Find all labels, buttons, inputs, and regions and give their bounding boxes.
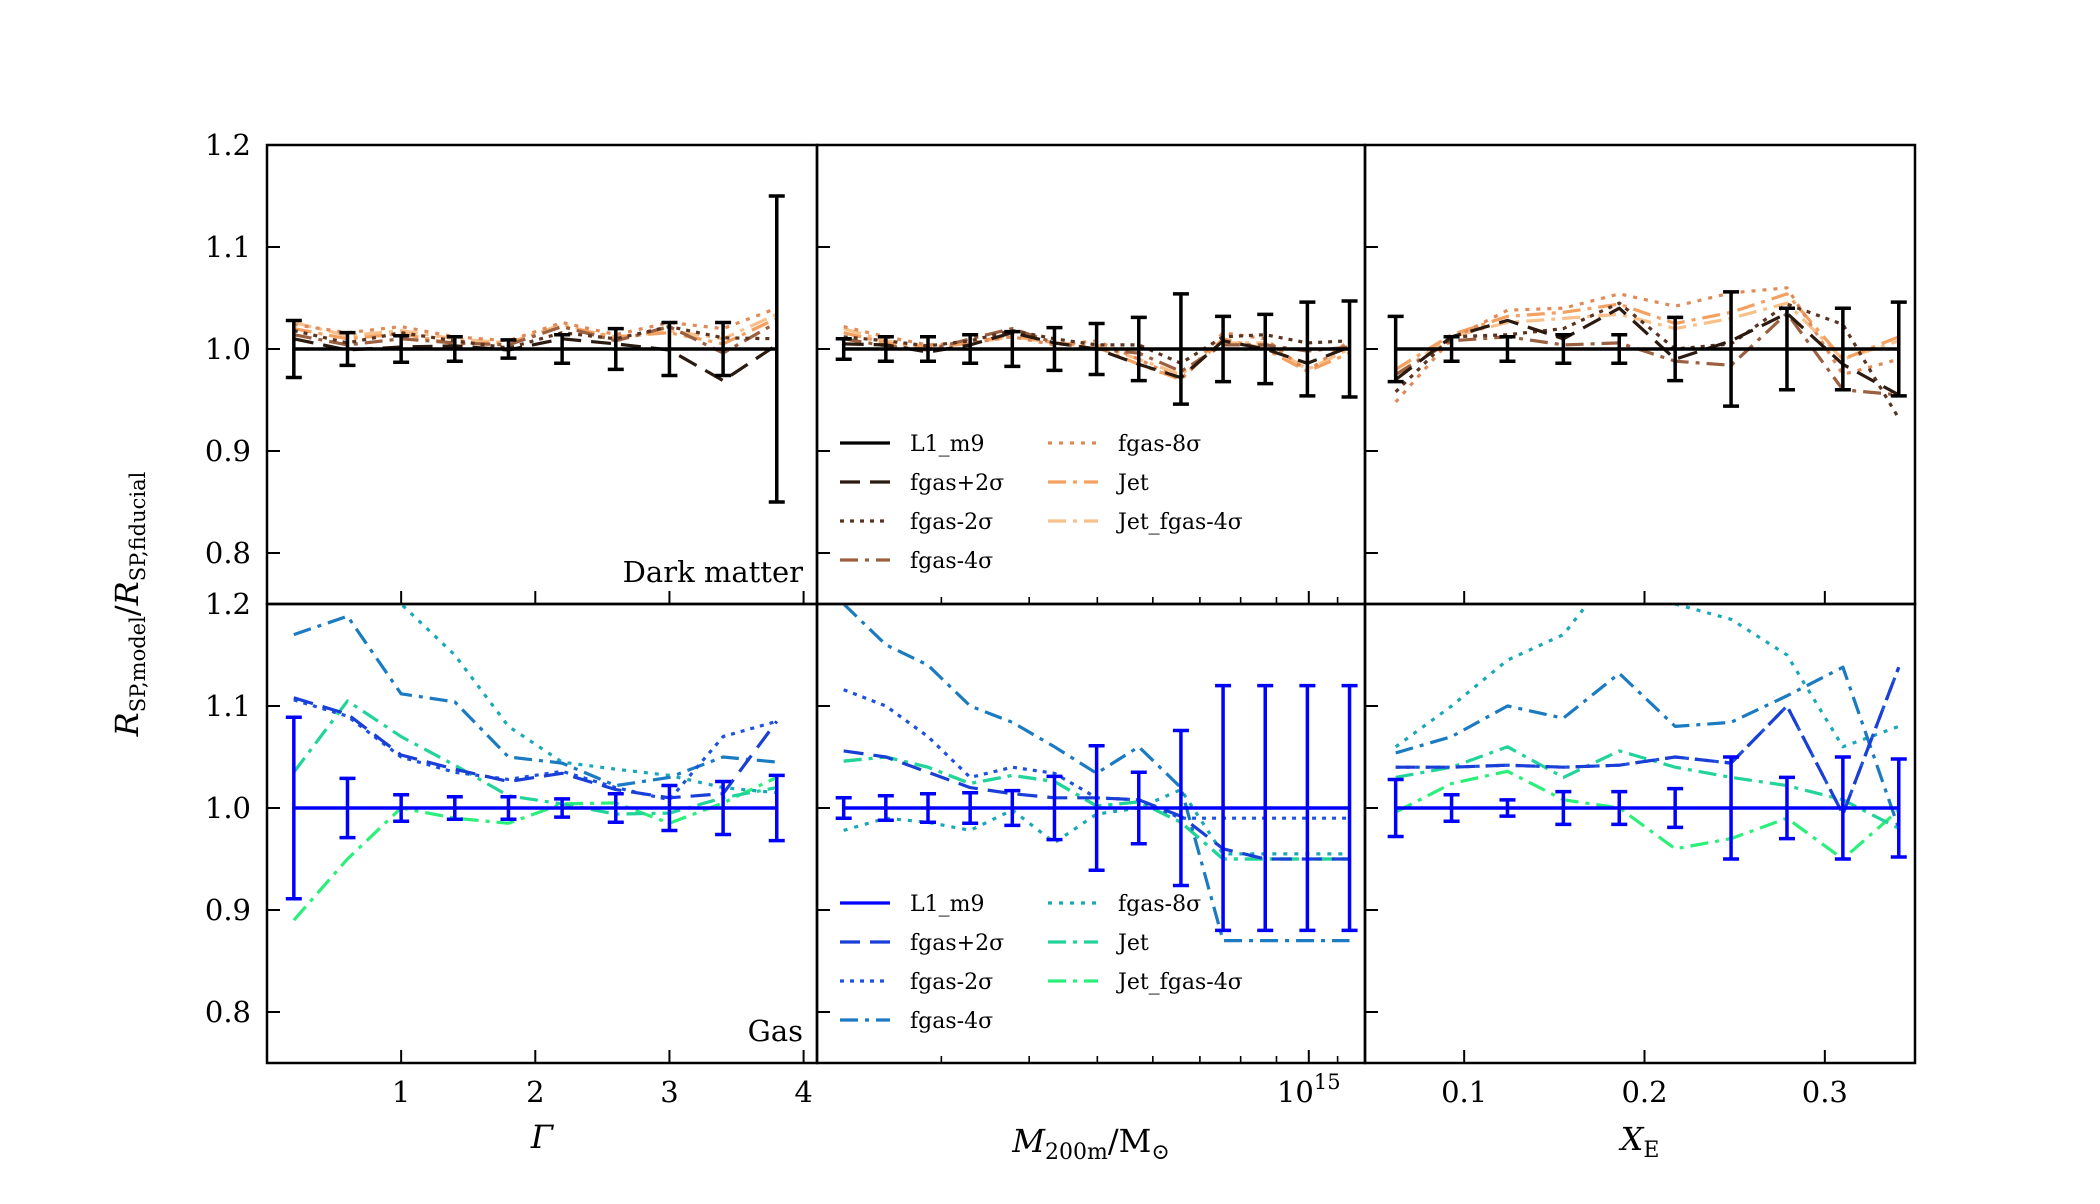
series-line-gas_xe-4 bbox=[1394, 604, 1900, 749]
ytick-label-0-0: 1.2 bbox=[205, 128, 251, 162]
series-line-gas_xe-2 bbox=[1395, 666, 1901, 816]
legend-label-1-6: Jet_fgas-4σ bbox=[1116, 970, 1243, 995]
series-line-gas_xe-5 bbox=[1395, 745, 1900, 830]
xlabel-mass: M200m/M⊙ bbox=[1011, 1122, 1170, 1165]
series-line-gas_mass-3 bbox=[842, 604, 1350, 943]
xtick-label-mass-0: 1015 bbox=[1277, 1070, 1341, 1109]
series-line-gas_xe-6 bbox=[1394, 769, 1900, 861]
panel-dm_xe bbox=[1387, 286, 1907, 420]
xtick-label-gamma-0: 1 bbox=[392, 1075, 410, 1109]
series-line-gas_xe-3 bbox=[1395, 665, 1901, 829]
series-line-gas_xe-1 bbox=[1395, 666, 1901, 816]
series-line-gas_gamma-6 bbox=[292, 775, 778, 922]
xtick-label-gamma-2: 3 bbox=[660, 1075, 678, 1109]
series-line-dm_xe-6 bbox=[1394, 301, 1900, 376]
series-line-dm_xe-5 bbox=[1394, 292, 1900, 371]
xtick-label-xe-0: 0.1 bbox=[1441, 1075, 1487, 1109]
panel-dm_mass bbox=[835, 292, 1358, 406]
panel-gas_xe bbox=[1387, 604, 1907, 861]
legend-label-1-3: fgas-4σ bbox=[910, 1009, 993, 1034]
xtick-label-xe-1: 0.2 bbox=[1621, 1075, 1667, 1109]
xtick-label-gamma-3: 4 bbox=[794, 1075, 812, 1109]
series-line-gas_gamma-1 bbox=[293, 696, 779, 800]
series-line-dm_gamma-4 bbox=[293, 306, 778, 343]
ytick-label-0-3: 0.9 bbox=[205, 434, 251, 468]
legend-label-1-5: Jet bbox=[1116, 931, 1149, 956]
ytick-label-1-2: 1.0 bbox=[205, 791, 251, 825]
panel-gas_gamma bbox=[285, 604, 785, 922]
legend-label-0-3: fgas-4σ bbox=[910, 549, 993, 574]
panel-frame-dm_xe bbox=[1363, 143, 1917, 606]
panel-label-gas: Gas bbox=[748, 1014, 803, 1048]
ytick-label-0-4: 0.8 bbox=[205, 536, 251, 570]
legend-label-1-4: fgas-8σ bbox=[1118, 892, 1201, 917]
series-line-dm_gamma-3 bbox=[293, 321, 778, 355]
xlabel-xe: XE bbox=[1618, 1120, 1660, 1163]
legend-label-0-4: fgas-8σ bbox=[1118, 432, 1201, 457]
series-line-dm_xe-1 bbox=[1394, 306, 1900, 397]
panel-frame-gas_xe bbox=[1363, 602, 1917, 1065]
series-line-dm_xe-3 bbox=[1394, 311, 1899, 397]
series-line-dm_gamma-1 bbox=[293, 337, 778, 383]
ytick-label-0-2: 1.0 bbox=[205, 332, 251, 366]
ytick-label-1-0: 1.2 bbox=[205, 587, 251, 621]
ytick-label-1-1: 1.1 bbox=[205, 689, 251, 723]
panel-frame-gas_gamma bbox=[265, 602, 819, 1065]
ytick-label-1-3: 0.9 bbox=[205, 893, 251, 927]
legend-label-0-1: fgas+2σ bbox=[910, 471, 1004, 496]
panel-dm_gamma bbox=[285, 194, 785, 504]
panel-label-dark-matter: Dark matter bbox=[623, 555, 803, 589]
series-line-dm_xe-4 bbox=[1394, 286, 1900, 404]
legend-label-0-0: L1_m9 bbox=[910, 432, 984, 457]
ytick-label-0-1: 1.1 bbox=[205, 230, 251, 264]
panel-frame-gas_mass bbox=[815, 602, 1367, 1065]
series-line-dm_gamma-2 bbox=[293, 325, 777, 350]
ylabel: RSP,model/RSP,fiducial bbox=[108, 471, 150, 737]
series-line-gas_gamma-5 bbox=[292, 699, 778, 816]
legend-label-1-1: fgas+2σ bbox=[910, 931, 1004, 956]
legend-label-0-5: Jet bbox=[1116, 471, 1149, 496]
series-line-gas_gamma-2 bbox=[293, 698, 778, 802]
panel-gas_mass bbox=[835, 604, 1358, 943]
ytick-label-1-4: 0.8 bbox=[205, 995, 251, 1029]
legend-label-1-2: fgas-2σ bbox=[910, 970, 993, 995]
legend-label-0-2: fgas-2σ bbox=[910, 510, 993, 535]
series-line-dm_gamma-6 bbox=[293, 312, 778, 345]
legend-label-0-6: Jet_fgas-4σ bbox=[1116, 510, 1243, 535]
xtick-label-gamma-1: 2 bbox=[526, 1075, 544, 1109]
xlabel-gamma: Γ bbox=[530, 1118, 555, 1156]
legend-label-1-0: L1_m9 bbox=[910, 892, 984, 917]
xtick-label-xe-2: 0.3 bbox=[1802, 1075, 1848, 1109]
